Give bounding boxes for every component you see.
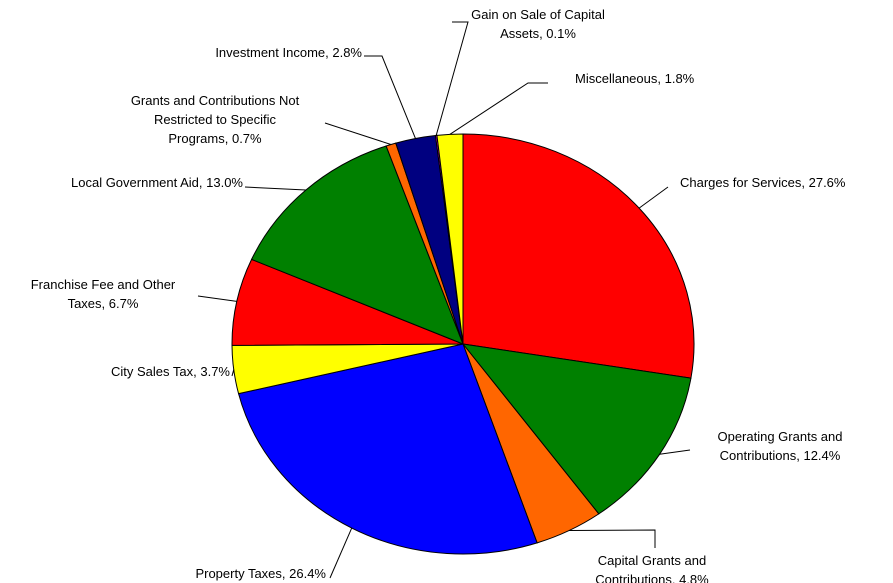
pie-slice <box>250 145 464 345</box>
leader-line <box>231 369 235 377</box>
leader-line <box>329 527 353 579</box>
slice-label: Investment Income, 2.8% <box>215 45 362 60</box>
slice-label: City Sales Tax, 3.7% <box>111 364 230 379</box>
slice-label: Local Government Aid, 13.0% <box>71 175 243 190</box>
leader-line <box>569 529 656 548</box>
leader-line <box>197 295 237 302</box>
pie-slice <box>237 343 538 555</box>
slice-label: Miscellaneous, 1.8% <box>575 71 695 86</box>
leader-line <box>449 82 548 135</box>
pie-slice <box>462 133 695 379</box>
leader-line <box>244 186 306 191</box>
slice-label: Operating Grants and <box>717 429 842 444</box>
slice-label: Charges for Services, 27.6% <box>680 175 846 190</box>
slice-label: Programs, 0.7% <box>168 131 262 146</box>
pie-slice <box>461 343 692 515</box>
pie-slice <box>436 133 464 345</box>
slice-label: Capital Grants and <box>598 553 706 568</box>
leader-line <box>638 186 669 209</box>
slice-label: Restricted to Specific <box>154 112 277 127</box>
leader-line <box>659 449 691 455</box>
slice-label: Assets, 0.1% <box>500 26 576 41</box>
slice-label: Taxes, 6.7% <box>68 296 139 311</box>
slice-label: Franchise Fee and Other <box>31 277 176 292</box>
leader-line <box>435 21 469 136</box>
slice-label: Gain on Sale of Capital <box>471 7 605 22</box>
slice-label: Contributions, 4.8% <box>595 572 709 583</box>
slice-label: Property Taxes, 26.4% <box>195 566 326 581</box>
slice-label: Grants and Contributions Not <box>131 93 300 108</box>
leader-line <box>324 122 392 145</box>
slice-label: Contributions, 12.4% <box>720 448 841 463</box>
leader-line <box>364 55 416 139</box>
